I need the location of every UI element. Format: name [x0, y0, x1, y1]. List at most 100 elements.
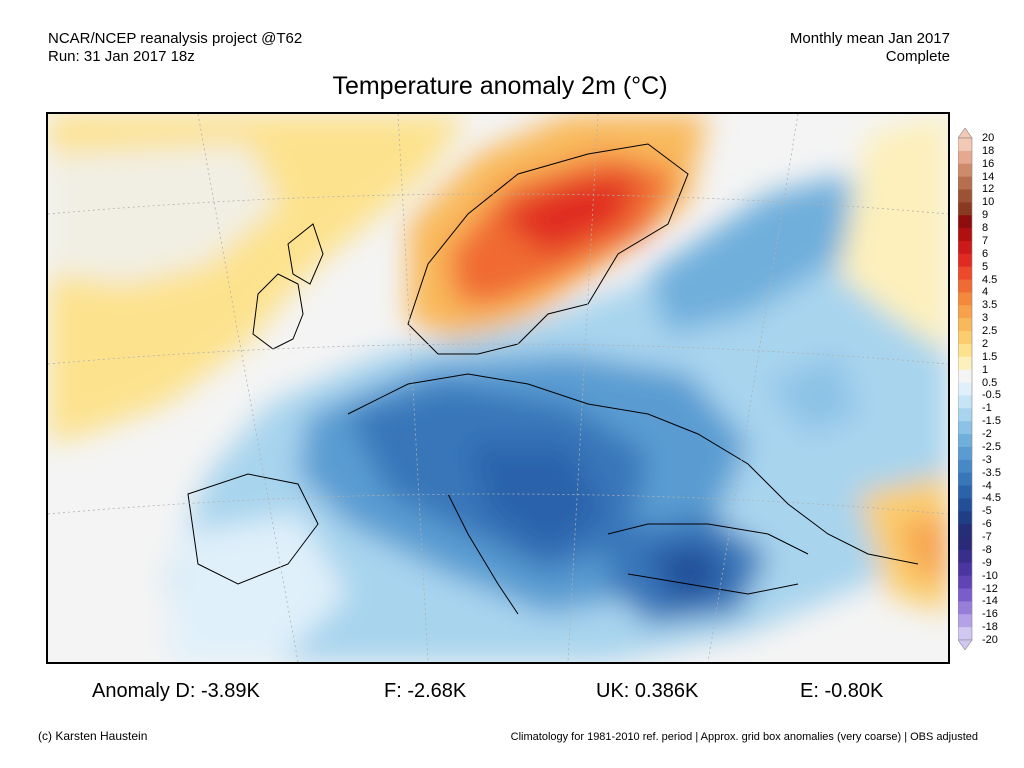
- colorbar-swatch: [958, 485, 972, 499]
- climatology-note: Climatology for 1981-2010 ref. period | …: [510, 731, 978, 743]
- header-left: NCAR/NCEP reanalysis project @T62 Run: 3…: [48, 30, 302, 66]
- colorbar-arrow-top: [958, 128, 973, 139]
- colorbar-label: 3.5: [982, 299, 998, 312]
- colorbar-label: 8: [982, 222, 989, 235]
- colorbar-label: -1: [982, 402, 992, 415]
- colorbar-swatch: [958, 343, 972, 358]
- colorbar-swatch: [958, 138, 972, 152]
- colorbar-label: -5: [982, 505, 992, 518]
- run-label: Run: 31 Jan 2017 18z: [48, 48, 195, 65]
- stat-f: F: -2.68K: [384, 680, 467, 702]
- colorbar-label: 1: [982, 363, 989, 376]
- colorbar-swatch: [958, 279, 972, 293]
- colorbar-swatch: [958, 549, 972, 564]
- map-title: Temperature anomaly 2m (°C): [332, 72, 668, 100]
- coastlines: [187, 143, 919, 615]
- colorbar-label: 3: [982, 312, 989, 325]
- colorbar-label: -2.5: [982, 440, 1001, 453]
- colorbar-swatch: [958, 189, 972, 203]
- colorbar-swatch: [958, 524, 972, 538]
- anomaly-map[interactable]: [46, 112, 950, 664]
- colorbar-label: 2.5: [982, 325, 998, 338]
- colorbar-swatch: [958, 537, 972, 551]
- colorbar-label: -20: [982, 634, 998, 646]
- colorbar-label: -8: [982, 543, 992, 556]
- colorbar: [958, 128, 973, 650]
- colorbar-swatch: [958, 511, 972, 525]
- colorbar-swatch: [958, 446, 972, 461]
- status-label: Complete: [885, 48, 950, 65]
- colorbar-label: 0.5: [982, 376, 998, 389]
- colorbar-label: -18: [982, 621, 998, 634]
- header-right: Monthly mean Jan 2017 Complete: [790, 30, 950, 66]
- colorbar-label: -3.5: [982, 466, 1001, 479]
- colorbar-swatch: [958, 176, 972, 190]
- colorbar-swatch: [958, 434, 972, 448]
- colorbar-swatch: [958, 382, 972, 396]
- colorbar-label: 5: [982, 260, 989, 273]
- colorbar-label: 7: [982, 234, 989, 247]
- colorbar-swatch: [958, 562, 972, 577]
- colorbar-swatch: [958, 575, 972, 590]
- colorbar-label: 16: [982, 157, 995, 170]
- colorbar-label: 1.5: [982, 350, 998, 363]
- colorbar-label: -12: [982, 582, 998, 595]
- credit-text: (c) Karsten Haustein: [38, 729, 148, 743]
- colorbar-label: 9: [982, 209, 989, 222]
- colorbar-swatch: [958, 253, 972, 268]
- colorbar-label: 4: [982, 286, 989, 299]
- colorbar-swatch: [958, 601, 972, 615]
- colorbar-label: 2: [982, 337, 989, 350]
- colorbar-swatch: [958, 228, 972, 242]
- colorbar-swatch: [958, 588, 972, 602]
- colorbar-swatch: [958, 408, 972, 422]
- colorbar-swatch: [958, 395, 972, 409]
- colorbar-label: -7: [982, 531, 992, 544]
- colorbar-swatch: [958, 498, 972, 512]
- colorbar-label: 20: [982, 132, 995, 144]
- colorbar-swatch: [958, 472, 972, 487]
- colorbar-swatch: [958, 356, 972, 371]
- colorbar-label: -10: [982, 569, 998, 582]
- period-label: Monthly mean Jan 2017: [789, 30, 950, 47]
- colorbar-label: 4.5: [982, 273, 998, 286]
- colorbar-label: -0.5: [982, 389, 1001, 402]
- colorbar-swatch: [958, 318, 972, 332]
- colorbar-swatch: [958, 215, 972, 229]
- map-canvas: [48, 114, 948, 662]
- anomaly-field: [48, 114, 948, 662]
- colorbar-swatch: [958, 240, 972, 255]
- colorbar-label: -2: [982, 428, 992, 441]
- colorbar-swatch: [958, 614, 972, 628]
- colorbar-label: -9: [982, 556, 992, 569]
- graticule: [48, 114, 948, 662]
- colorbar-swatch: [958, 305, 972, 319]
- colorbar-label: 14: [982, 170, 995, 183]
- colorbar-label: 6: [982, 247, 989, 260]
- colorbar-swatch: [958, 292, 972, 306]
- colorbar-swatch: [958, 421, 972, 435]
- colorbar-swatch: [958, 202, 972, 216]
- stat-e: E: -0.80K: [800, 680, 884, 702]
- model-label: NCAR/NCEP reanalysis project @T62: [48, 30, 303, 47]
- colorbar-label: -4.5: [982, 492, 1001, 505]
- colorbar-label: 10: [982, 196, 995, 209]
- colorbar-label: -3: [982, 453, 992, 466]
- colorbar-arrow-bottom: [958, 639, 973, 650]
- colorbar-swatch: [958, 150, 972, 165]
- colorbar-swatch: [958, 266, 972, 281]
- colorbar-swatch: [958, 459, 972, 474]
- colorbar-label: -4: [982, 479, 992, 492]
- colorbar-label: -6: [982, 518, 992, 531]
- stat-d: Anomaly D: -3.89K: [92, 680, 260, 702]
- colorbar-label: 18: [982, 144, 995, 157]
- colorbar-swatch: [958, 369, 972, 384]
- colorbar-swatch: [958, 331, 972, 345]
- colorbar-label: -14: [982, 595, 998, 608]
- stat-uk: UK: 0.386K: [596, 680, 699, 702]
- colorbar-swatch: [958, 163, 972, 178]
- colorbar-label: 12: [982, 183, 995, 196]
- colorbar-label: -16: [982, 608, 998, 621]
- colorbar-label: -1.5: [982, 415, 1001, 428]
- colorbar-swatch: [958, 627, 972, 641]
